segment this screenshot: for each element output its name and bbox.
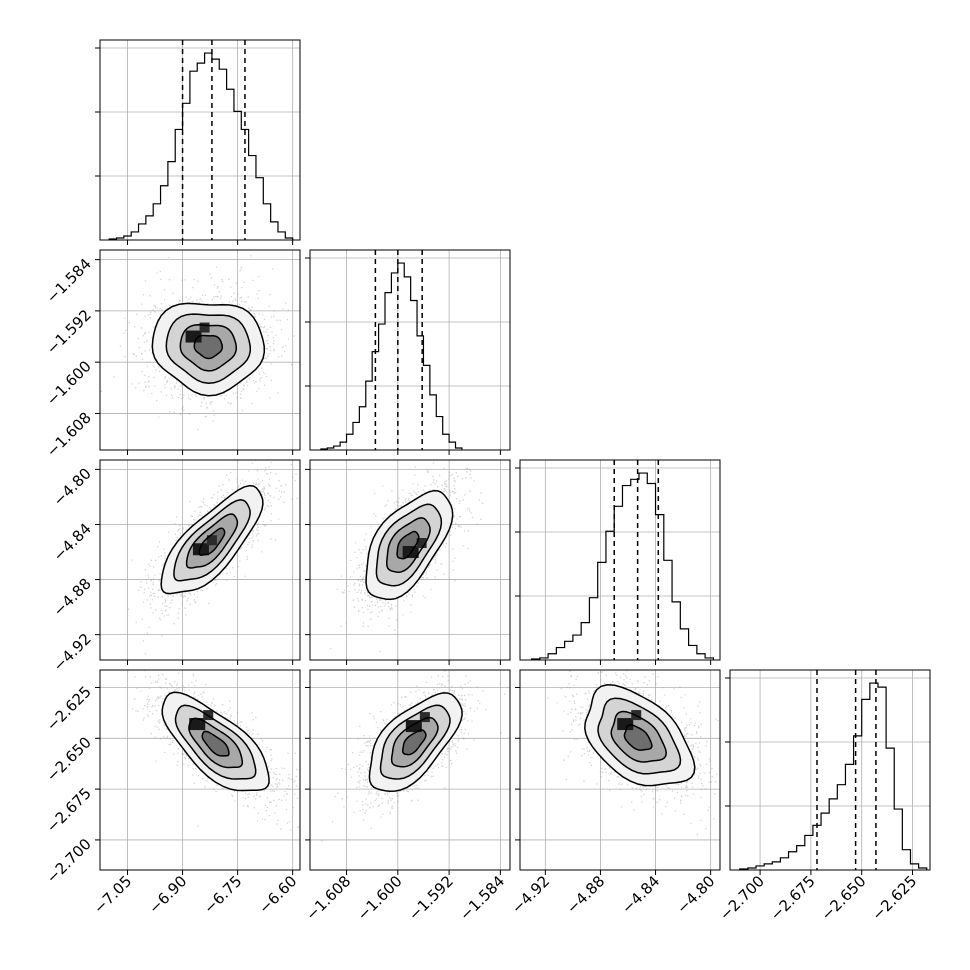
contour-line (375, 503, 443, 587)
x-tick-label: −1.608 (302, 872, 354, 924)
panel-frame (99, 249, 301, 451)
density-fill (402, 730, 426, 755)
panel-frame (99, 459, 301, 661)
histogram-line (530, 472, 714, 660)
y-tick-label: −4.80 (50, 464, 95, 509)
x-tick-label: −2.650 (818, 872, 870, 924)
panel-frame (99, 39, 301, 241)
x-tick-label: −4.92 (508, 872, 553, 917)
y-tick-label: −1.584 (43, 255, 95, 307)
hist-panel-2 (515, 459, 721, 665)
panel-frame (99, 669, 301, 871)
x-tick-label: −2.675 (767, 872, 819, 924)
density-peak (405, 720, 422, 733)
y-tick-label: −2.625 (43, 683, 95, 735)
contour-line (623, 724, 653, 751)
y-tick-label: −2.650 (43, 733, 95, 785)
panel-frame (729, 669, 931, 871)
x-tick-label: −6.75 (200, 872, 245, 917)
histogram-line (739, 682, 928, 870)
contour-line (160, 484, 264, 595)
y-tick-label: −4.84 (50, 520, 95, 565)
pair-panel-0-1: −1.608−1.600−1.592−1.584 (43, 249, 301, 461)
contour-line (185, 513, 239, 569)
x-tick-label: −4.88 (563, 872, 608, 917)
y-tick-label: −4.88 (50, 575, 95, 620)
y-tick-label: −1.608 (43, 409, 95, 461)
density-peak (617, 718, 634, 731)
y-tick-label: −4.92 (50, 630, 95, 675)
contour-line (584, 684, 696, 787)
x-tick-label: −2.700 (716, 872, 768, 924)
contour-line (390, 716, 439, 768)
contour-line (401, 729, 427, 756)
x-tick-label: −6.60 (255, 872, 300, 917)
panel-frame (309, 669, 511, 871)
x-tick-label: −4.80 (673, 872, 718, 917)
contour-line (161, 691, 270, 792)
density-peak (416, 538, 427, 549)
density-peak (189, 718, 206, 731)
x-tick-label: −1.584 (456, 872, 508, 924)
panel-frame (519, 669, 721, 871)
contour-line (379, 704, 451, 780)
contour-line (193, 334, 224, 360)
pair-panel-1-3: −1.608 −1.600 −1.592 −1.584 (302, 669, 511, 924)
density-fill (624, 724, 652, 751)
density-peak (419, 712, 430, 723)
contour-line (365, 489, 454, 601)
histogram-line (108, 52, 294, 240)
hist-panel-0 (95, 39, 301, 245)
panel-frame (309, 459, 511, 661)
density-fill (202, 731, 229, 756)
panel-frame (309, 249, 511, 451)
contour-line (610, 710, 667, 763)
x-tick-label: −6.90 (145, 872, 190, 917)
histogram-line (320, 262, 463, 450)
density-peak (192, 543, 209, 556)
density-fill (397, 531, 419, 559)
x-tick-label: −1.600 (354, 872, 406, 924)
y-tick-label: −2.700 (43, 835, 95, 887)
y-tick-label: −2.675 (43, 784, 95, 836)
y-tick-label: −1.600 (43, 357, 95, 409)
pair-panel-2-3: −4.92 −4.88 −4.84 −4.80 (508, 669, 721, 917)
contour-line (173, 499, 251, 582)
contour-line (198, 527, 226, 556)
density-peak (199, 322, 210, 333)
hist-panel-3: −2.700−2.675−2.650−2.625 (716, 669, 931, 924)
contour-line (188, 717, 244, 769)
contour-line (597, 697, 682, 775)
panel-frame (519, 459, 721, 661)
contour-line (174, 704, 257, 780)
pair-panel-1-2 (305, 459, 511, 665)
contour-line (396, 530, 420, 560)
x-tick-label: −7.05 (90, 872, 135, 917)
density-peak (206, 535, 217, 546)
contour-line (368, 692, 463, 792)
hist-panel-1 (305, 249, 511, 455)
contour-line (151, 302, 266, 397)
contour-line (165, 313, 252, 385)
x-tick-label: −2.625 (868, 872, 920, 924)
pair-panel-0-3: −7.05 −6.90 −6.75 −6.60 −2.700−2.675−2.650−2… (43, 669, 301, 917)
x-tick-label: −1.592 (405, 872, 457, 924)
density-peak (185, 330, 202, 343)
y-tick-label: −1.592 (43, 306, 95, 358)
pair-panel-0-2: −4.92 −4.88 −4.84 −4.80 (50, 459, 301, 675)
contour-line (201, 730, 230, 757)
contour-line (179, 324, 238, 372)
x-tick-label: −4.84 (618, 872, 663, 917)
contour-line (386, 517, 431, 574)
